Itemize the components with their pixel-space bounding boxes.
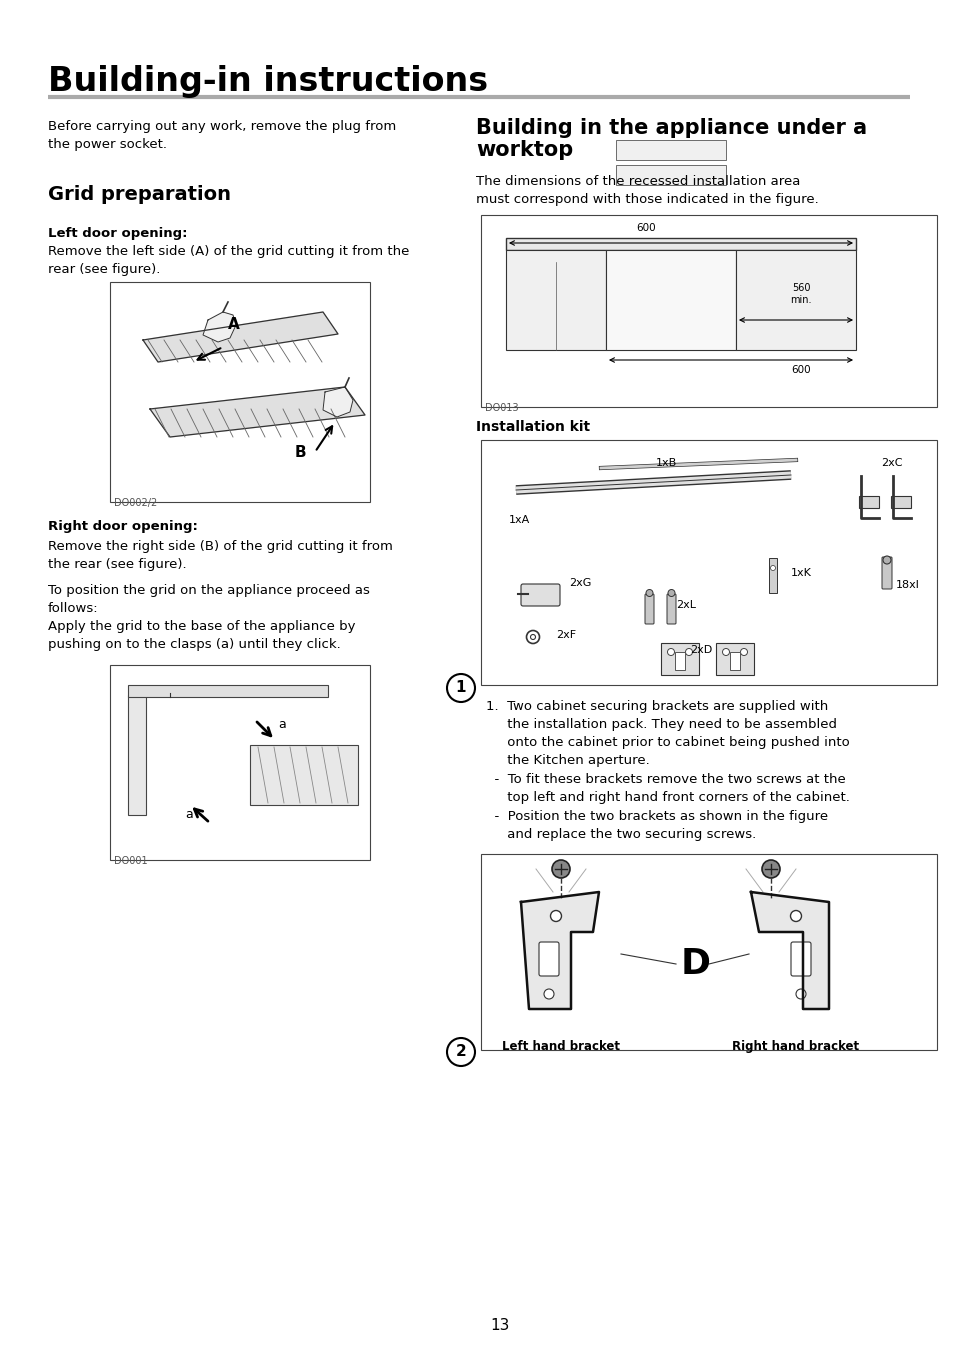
FancyBboxPatch shape xyxy=(538,942,558,976)
Bar xyxy=(768,559,776,593)
Bar xyxy=(505,238,855,250)
Text: 2xF: 2xF xyxy=(556,631,576,640)
Bar xyxy=(110,665,370,860)
Text: 1: 1 xyxy=(456,681,466,696)
Ellipse shape xyxy=(550,911,561,921)
Text: 600: 600 xyxy=(790,366,810,375)
Ellipse shape xyxy=(740,648,747,655)
FancyBboxPatch shape xyxy=(882,557,891,588)
Bar xyxy=(250,745,357,805)
Text: Installation kit: Installation kit xyxy=(476,420,590,434)
Bar xyxy=(128,694,146,815)
Text: A: A xyxy=(228,317,239,332)
Bar xyxy=(675,652,684,670)
Text: Building-in instructions: Building-in instructions xyxy=(48,65,488,98)
Text: DO001: DO001 xyxy=(113,856,148,866)
Text: DO002/2: DO002/2 xyxy=(113,497,157,508)
Polygon shape xyxy=(143,313,337,361)
Bar xyxy=(858,496,878,508)
Polygon shape xyxy=(203,313,235,342)
Text: B: B xyxy=(294,444,306,459)
Ellipse shape xyxy=(685,648,692,655)
Bar xyxy=(660,643,699,675)
Text: 2xC: 2xC xyxy=(880,458,902,467)
Text: To position the grid on the appliance proceed as
follows:
Apply the grid to the : To position the grid on the appliance pr… xyxy=(48,584,370,651)
Text: 1xA: 1xA xyxy=(509,515,530,525)
Ellipse shape xyxy=(790,911,801,921)
Ellipse shape xyxy=(526,631,539,644)
Text: Right door opening:: Right door opening: xyxy=(48,520,197,533)
Bar xyxy=(890,496,910,508)
Text: 2xD: 2xD xyxy=(689,646,711,655)
Text: Grid preparation: Grid preparation xyxy=(48,185,231,204)
Text: 2: 2 xyxy=(456,1045,466,1060)
Ellipse shape xyxy=(667,648,674,655)
Polygon shape xyxy=(520,892,598,1008)
Text: D: D xyxy=(680,947,710,981)
Bar xyxy=(735,250,855,351)
Ellipse shape xyxy=(530,635,535,640)
Ellipse shape xyxy=(761,860,780,878)
Bar xyxy=(505,250,605,351)
Ellipse shape xyxy=(552,860,569,878)
Text: 560
min.: 560 min. xyxy=(789,284,811,304)
Text: Right hand bracket: Right hand bracket xyxy=(732,1040,859,1053)
Text: Before carrying out any work, remove the plug from
the power socket.: Before carrying out any work, remove the… xyxy=(48,120,395,151)
Text: 1.  Two cabinet securing brackets are supplied with
     the installation pack. : 1. Two cabinet securing brackets are sup… xyxy=(485,700,849,766)
Ellipse shape xyxy=(667,590,675,597)
Ellipse shape xyxy=(721,648,729,655)
Text: DO013: DO013 xyxy=(484,404,518,413)
FancyBboxPatch shape xyxy=(790,942,810,976)
FancyBboxPatch shape xyxy=(520,584,559,606)
Text: 1xB: 1xB xyxy=(655,458,676,467)
Polygon shape xyxy=(323,387,353,417)
Text: -  To fit these brackets remove the two screws at the
     top left and right ha: - To fit these brackets remove the two s… xyxy=(485,773,849,805)
Polygon shape xyxy=(150,387,365,438)
Bar xyxy=(729,652,740,670)
Bar xyxy=(616,140,725,160)
Ellipse shape xyxy=(882,556,890,564)
Circle shape xyxy=(447,674,475,703)
Polygon shape xyxy=(750,892,828,1008)
Bar xyxy=(605,250,735,351)
Bar xyxy=(480,215,936,406)
Ellipse shape xyxy=(795,989,805,999)
Text: 1xK: 1xK xyxy=(790,568,811,578)
Text: a: a xyxy=(277,719,286,731)
Ellipse shape xyxy=(645,590,652,597)
Text: Left hand bracket: Left hand bracket xyxy=(501,1040,619,1053)
Text: a: a xyxy=(185,809,193,821)
FancyBboxPatch shape xyxy=(666,594,676,624)
Text: -  Position the two brackets as shown in the figure
     and replace the two sec: - Position the two brackets as shown in … xyxy=(485,810,827,841)
Bar xyxy=(110,283,370,501)
Text: worktop: worktop xyxy=(476,140,573,160)
Ellipse shape xyxy=(543,989,554,999)
Text: 18xl: 18xl xyxy=(895,580,919,590)
Text: Left door opening:: Left door opening: xyxy=(48,227,188,241)
Circle shape xyxy=(447,1038,475,1065)
Bar xyxy=(616,164,725,185)
Text: Remove the right side (B) of the grid cutting it from
the rear (see figure).: Remove the right side (B) of the grid cu… xyxy=(48,540,393,571)
Text: 2xG: 2xG xyxy=(568,578,591,588)
Bar xyxy=(128,685,328,697)
Ellipse shape xyxy=(770,565,775,571)
Bar xyxy=(480,440,936,685)
Text: 600: 600 xyxy=(636,223,655,232)
Text: The dimensions of the recessed installation area
must correspond with those indi: The dimensions of the recessed installat… xyxy=(476,175,818,207)
Bar xyxy=(716,643,753,675)
Text: Remove the left side (A) of the grid cutting it from the
rear (see figure).: Remove the left side (A) of the grid cut… xyxy=(48,245,409,276)
Text: 13: 13 xyxy=(490,1318,509,1333)
Text: 2xL: 2xL xyxy=(676,601,696,610)
Text: Building in the appliance under a: Building in the appliance under a xyxy=(476,118,866,139)
Bar xyxy=(480,853,936,1051)
FancyBboxPatch shape xyxy=(644,594,654,624)
